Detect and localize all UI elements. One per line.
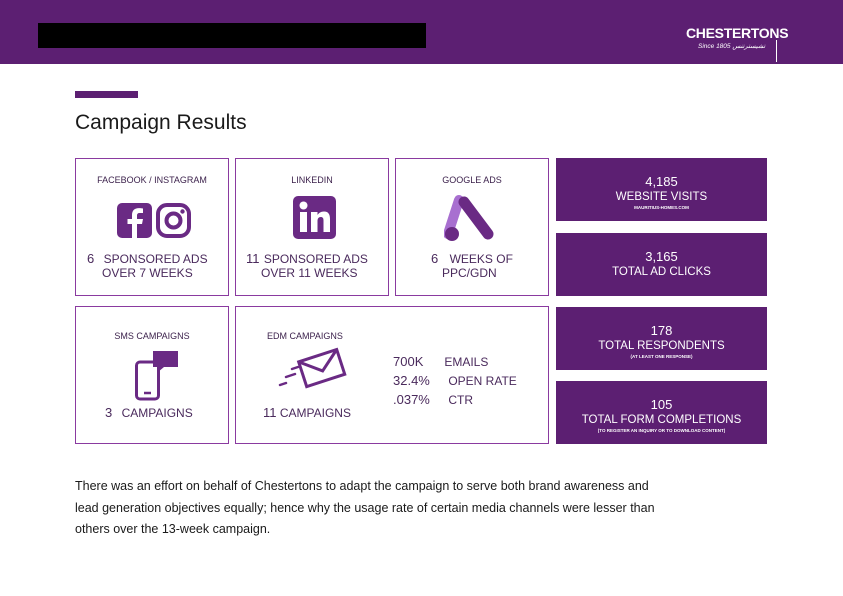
edm-metric-open-rate: 32.4% OPEN RATE (393, 373, 517, 389)
linkedin-desc2: OVER 11 WEEKS (261, 266, 358, 280)
edm-metric-value: 32.4% (393, 373, 430, 388)
google-desc1: WEEKS OF (449, 252, 513, 266)
linkedin-desc1: SPONSORED ADS (263, 252, 368, 266)
summary-paragraph: There was an effort on behalf of Chester… (75, 479, 655, 536)
card-edm-campaigns: EDM CAMPAIGNS 11 CAMPAIGNS 700K EMAILS 3… (235, 306, 549, 444)
google-count: 6 (431, 251, 439, 266)
edm-metric-ctr: .037% CTR (393, 392, 473, 408)
kpi-website-visits: 4,185 WEBSITE VISITS MAURITIUS-HOMES.COM (556, 158, 767, 221)
edm-metric-value: 700K (393, 354, 424, 369)
kpi-total-ad-clicks: 3,165 TOTAL AD CLICKS (556, 233, 767, 296)
card-label: GOOGLE ADS (442, 175, 502, 185)
redacted-block (38, 23, 426, 48)
kpi-total-respondents: 178 TOTAL RESPONDENTS (AT LEAST ONE RESP… (556, 307, 767, 370)
card-sms-campaigns: SMS CAMPAIGNS 3 CAMPAIGNS (75, 306, 229, 444)
chestertons-logo: CHESTERTONS Since 1805 تشيسترتنس (686, 25, 798, 62)
kpi-subtext: MAURITIUS-HOMES.COM (634, 205, 689, 210)
kpi-label: TOTAL AD CLICKS (612, 266, 711, 278)
edm-stat-line: 11 CAMPAIGNS (263, 405, 351, 421)
page-title: Campaign Results (75, 111, 247, 134)
logo-brand-text: CHESTERTONS (686, 25, 789, 41)
kpi-subtext: (TO REGISTER AN INQUIRY OR TO DOWNLOAD C… (597, 428, 726, 433)
edm-metric-value: .037% (393, 392, 430, 407)
google-desc2: PPC/GDN (442, 266, 497, 280)
google-stat-line1: 6 WEEKS OF (431, 251, 513, 267)
edm-metric-label: CTR (448, 393, 474, 407)
linkedin-stat-line1: 11 SPONSORED ADS (246, 251, 368, 267)
kpi-value: 178 (650, 323, 673, 338)
facebook-icon (117, 203, 152, 238)
instagram-icon (156, 203, 191, 238)
email-envelope-icon (278, 347, 347, 389)
facebook-desc1: SPONSORED ADS (103, 252, 208, 266)
card-label: LINKEDIN (291, 175, 333, 185)
linkedin-count: 11 (246, 251, 260, 266)
edm-metric-label: OPEN RATE (448, 374, 517, 388)
card-facebook-instagram: FACEBOOK / INSTAGRAM 6 SPONSORED ADS OVE… (75, 158, 229, 296)
logo-tagline: Since 1805 تشيسترتنس (698, 43, 766, 50)
kpi-value: 105 (650, 397, 673, 412)
google-ads-icon (444, 195, 494, 241)
card-linkedin: LINKEDIN 11 SPONSORED ADS OVER 11 WEEKS (235, 158, 389, 296)
facebook-count: 6 (87, 251, 95, 266)
logo-divider (776, 40, 777, 62)
card-label: EDM CAMPAIGNS (267, 331, 343, 341)
card-label: FACEBOOK / INSTAGRAM (97, 175, 207, 185)
facebook-desc2: OVER 7 WEEKS (102, 266, 193, 280)
kpi-value: 3,165 (645, 249, 678, 264)
kpi-total-form-completions: 105 TOTAL FORM COMPLETIONS (TO REGISTER … (556, 381, 767, 444)
mobile-message-icon (135, 351, 178, 401)
sms-count: 3 (105, 405, 113, 420)
linkedin-icon (293, 196, 336, 239)
card-google-ads: GOOGLE ADS 6 WEEKS OF PPC/GDN (395, 158, 549, 296)
sms-desc: CAMPAIGNS (121, 406, 193, 420)
sms-stat-line: 3 CAMPAIGNS (105, 405, 193, 421)
card-label: SMS CAMPAIGNS (114, 331, 190, 341)
kpi-label: TOTAL RESPONDENTS (598, 340, 725, 352)
kpi-label: WEBSITE VISITS (615, 191, 708, 203)
kpi-label: TOTAL FORM COMPLETIONS (581, 414, 742, 426)
edm-count: 11 (263, 405, 277, 420)
title-accent-bar (75, 91, 138, 98)
edm-metric-label: EMAILS (444, 355, 489, 369)
edm-desc: CAMPAIGNS (279, 406, 351, 420)
facebook-stat-line1: 6 SPONSORED ADS (87, 251, 208, 267)
edm-metric-emails: 700K EMAILS (393, 354, 488, 370)
kpi-value: 4,185 (645, 174, 678, 189)
kpi-subtext: (AT LEAST ONE RESPONSE) (630, 354, 693, 359)
header-bar: CHESTERTONS Since 1805 تشيسترتنس (0, 0, 843, 64)
